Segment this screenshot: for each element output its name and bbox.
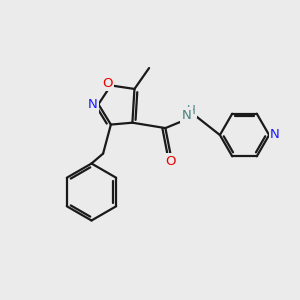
Text: H: H bbox=[187, 103, 196, 117]
Text: O: O bbox=[102, 77, 112, 90]
Text: N: N bbox=[182, 109, 191, 122]
Text: O: O bbox=[166, 154, 176, 168]
Text: N: N bbox=[88, 98, 98, 111]
Text: N: N bbox=[270, 128, 280, 142]
